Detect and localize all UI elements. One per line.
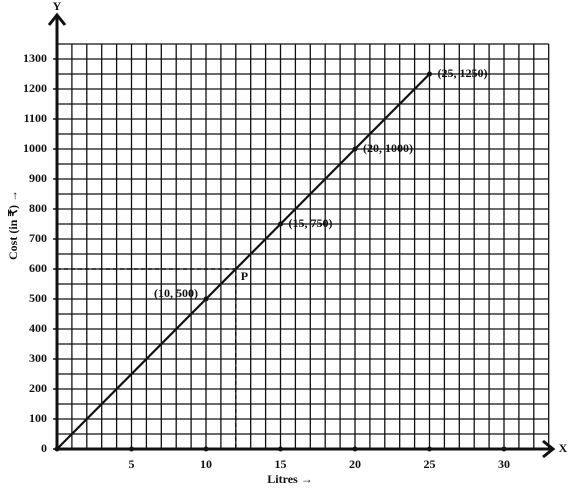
x-tick-label: 30: [498, 457, 510, 471]
data-point: [427, 71, 432, 77]
y-tick-label: 800: [29, 201, 47, 215]
y-axis-arrow: [47, 12, 67, 26]
y-axis-label: Cost (in ₹) →: [6, 190, 20, 260]
x-tick-label: 20: [349, 457, 361, 471]
data-label: (15, 750): [289, 216, 333, 230]
y-tick-label: 600: [29, 261, 47, 275]
data-label: (10, 500): [154, 286, 198, 300]
data-label: (25, 1250): [438, 66, 488, 80]
x-tick-label: 5: [129, 457, 135, 471]
x-axis-label: Litres →: [267, 472, 312, 486]
y-tick-label: 1300: [23, 51, 47, 65]
y-tick-label: 300: [29, 351, 47, 365]
data-point: [352, 146, 358, 152]
y-tick-label: 700: [29, 231, 47, 245]
y-tick-label: 400: [29, 321, 47, 335]
x-tick-mark: [203, 446, 209, 452]
y-tick-label: 1100: [24, 111, 47, 125]
x-axis-name: X: [559, 441, 568, 455]
x-tick-label: 15: [275, 457, 287, 471]
data-point: [54, 446, 60, 452]
y-axis-name: Y: [53, 0, 62, 13]
x-tick-mark: [501, 446, 507, 452]
data-line: [56, 73, 431, 450]
annotation-label: P: [241, 269, 248, 283]
y-tick-label: 1000: [23, 141, 47, 155]
x-axis-arrow: [542, 439, 556, 459]
y-tick-label: 0: [41, 441, 47, 455]
data-point: [278, 221, 283, 227]
x-tick-mark: [129, 446, 134, 452]
y-tick-label: 100: [29, 411, 47, 425]
y-tick-label: 500: [29, 291, 47, 305]
x-tick-label: 25: [424, 457, 436, 471]
y-tick-label: 200: [29, 381, 47, 395]
x-tick-label: 10: [200, 457, 212, 471]
data-point: [203, 296, 209, 302]
data-label: (20, 1000): [363, 141, 413, 155]
y-tick-label: 900: [29, 171, 47, 185]
x-tick-mark: [427, 446, 432, 452]
x-tick-mark: [352, 446, 358, 452]
y-tick-label: 1200: [23, 81, 47, 95]
x-tick-mark: [278, 446, 283, 452]
